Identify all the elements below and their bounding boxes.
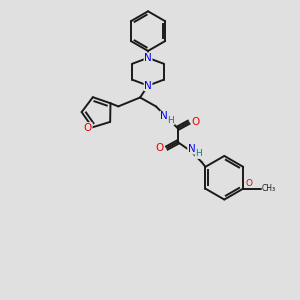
Text: H: H (167, 116, 174, 125)
Text: O: O (245, 178, 252, 188)
Text: CH₃: CH₃ (262, 184, 276, 193)
Text: N: N (144, 81, 152, 91)
Text: O: O (156, 143, 164, 153)
Text: N: N (144, 53, 152, 63)
Text: N: N (188, 144, 196, 154)
Text: O: O (192, 117, 200, 127)
Text: O: O (84, 123, 92, 133)
Text: N: N (160, 111, 168, 121)
Text: H: H (195, 149, 202, 158)
